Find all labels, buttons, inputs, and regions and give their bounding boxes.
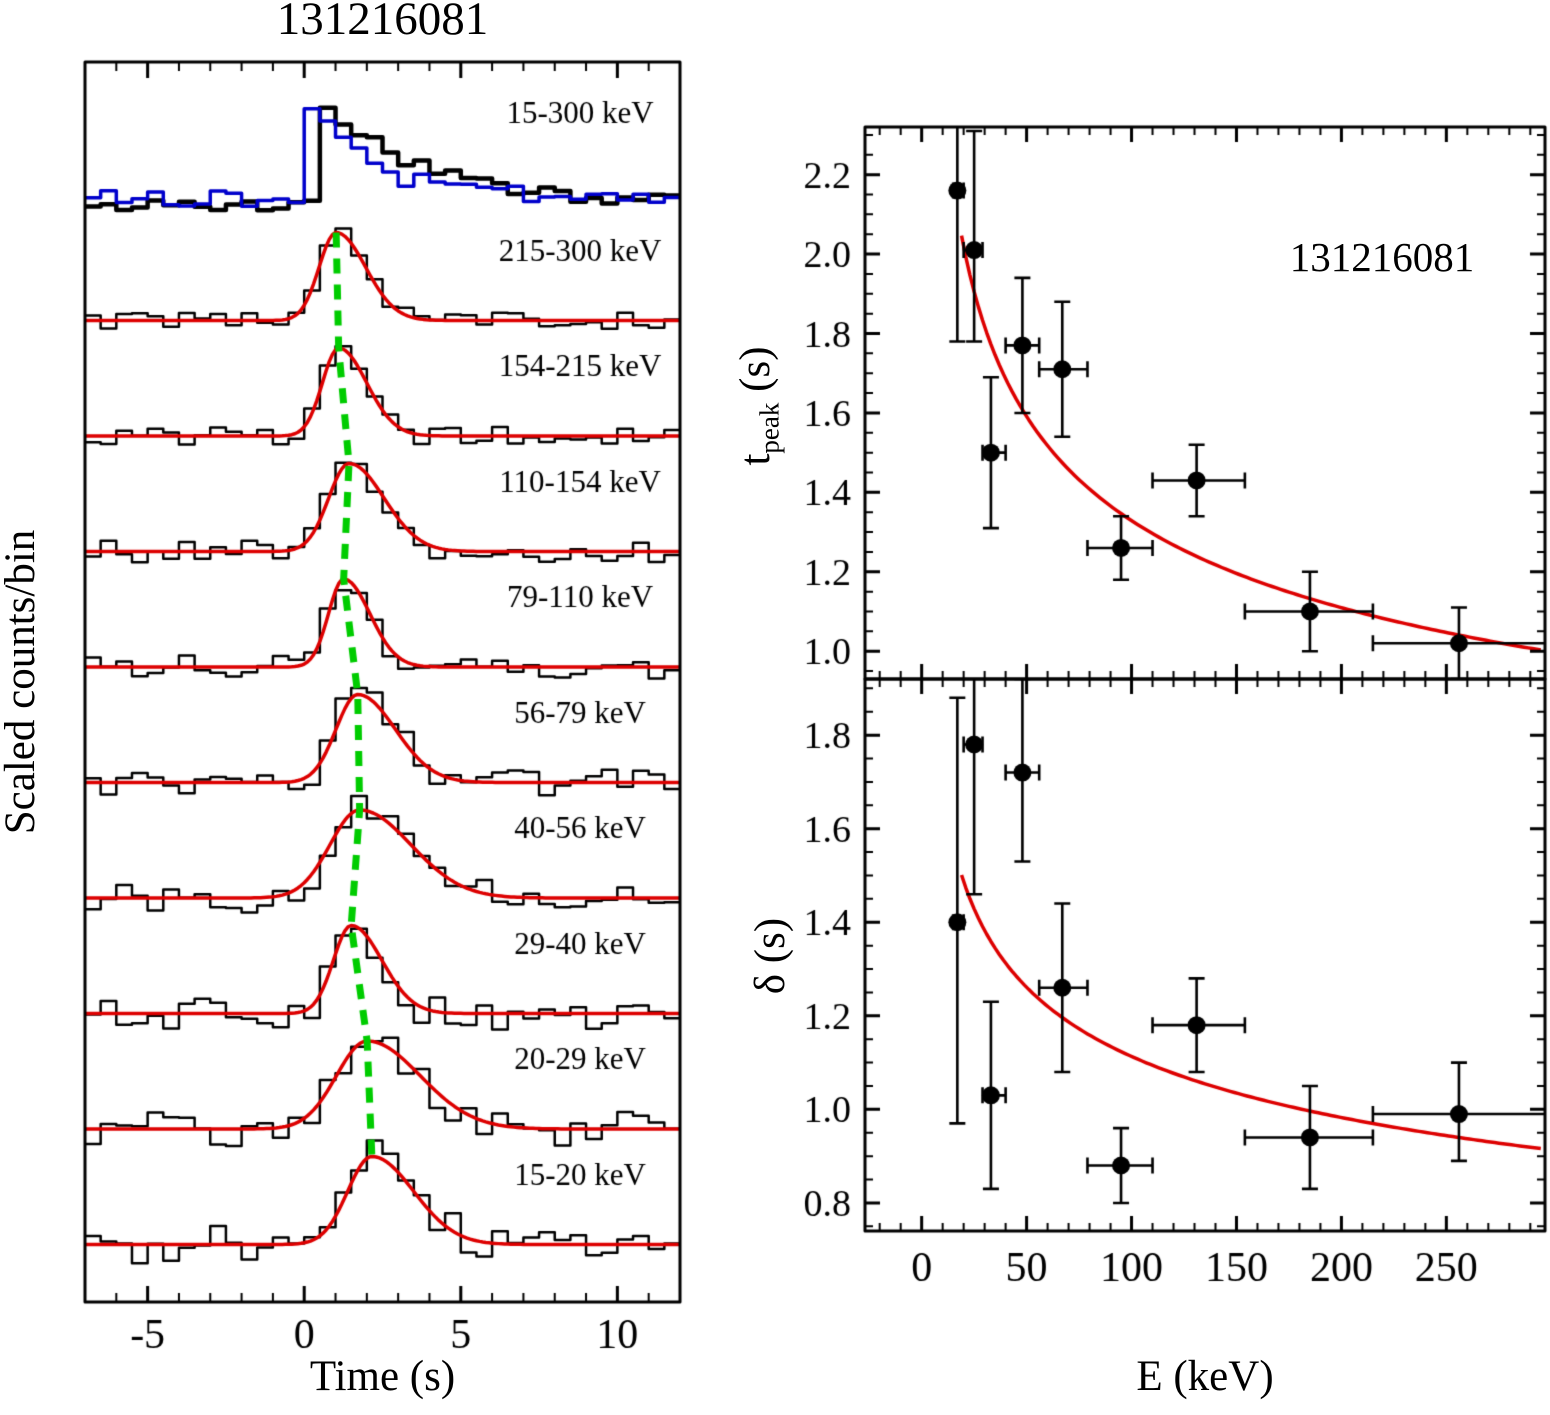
left-panel-title: 131216081 bbox=[276, 0, 489, 45]
tpeak-label-sub: peak bbox=[754, 402, 785, 454]
tpeak-yaxis-label: tpeak (s) bbox=[731, 256, 785, 556]
grb-id-annotation: 131216081 bbox=[1289, 234, 1475, 280]
tpeak-label-unit: (s) bbox=[732, 346, 779, 403]
energy-xaxis-label: E (keV) bbox=[1136, 1353, 1274, 1400]
counts-yaxis-label: Scaled counts/bin bbox=[0, 529, 44, 835]
time-xaxis-label: Time (s) bbox=[309, 1353, 456, 1400]
delta-yaxis-label: δ (s) bbox=[747, 917, 794, 995]
tpeak-label-main: t bbox=[732, 453, 779, 466]
